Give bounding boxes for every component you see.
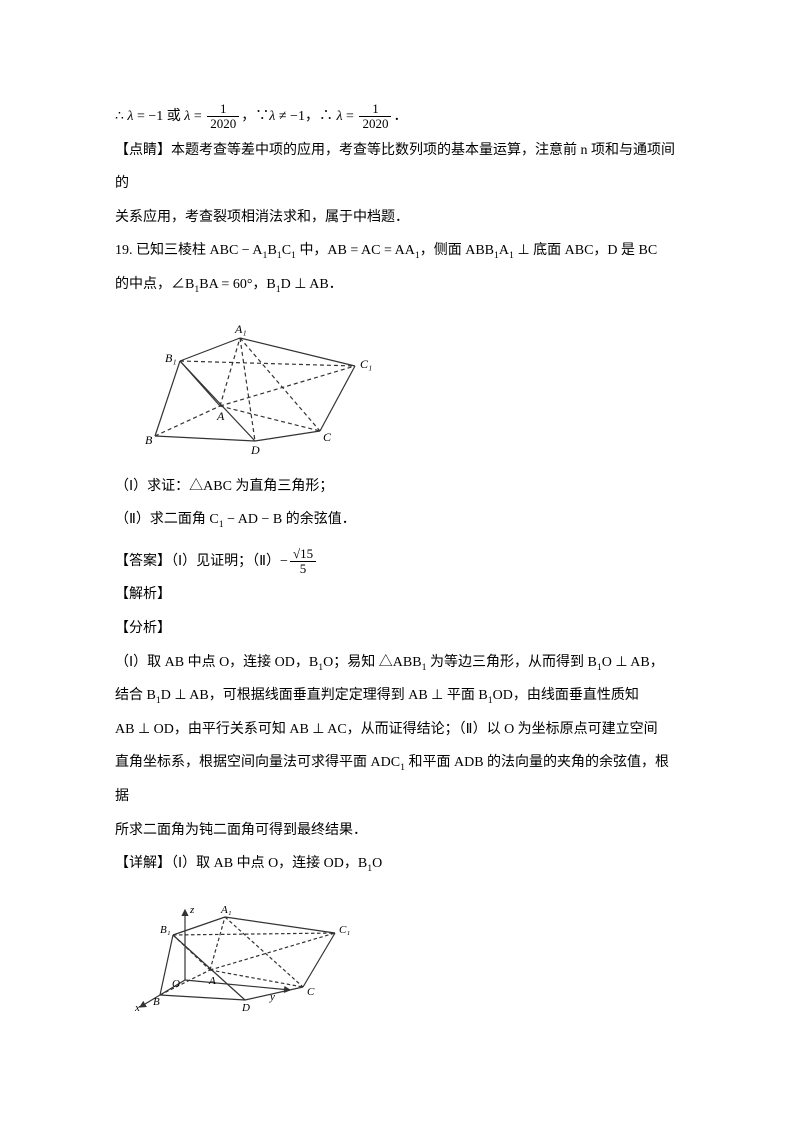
frac2-num: 1 [359,102,391,117]
ana4-a: 直角坐标系，根据空间向量法可求得平面 ADC [115,755,400,770]
figure-prism-1: A₁ B₁ C₁ A B D C [125,316,679,456]
figure-prism-2: z A₁ B₁ C₁ O A B x D y C [125,895,679,1015]
eq-prefix: ∴ [115,109,127,124]
fig2-label-z: z [189,904,195,916]
answer-line: 【答案】（Ⅰ）见证明；（Ⅱ）−√155 [115,545,679,579]
question-19-line2: 的中点，∠B1BA = 60°，B1D ⊥ AB． [115,268,679,302]
question-19-line1: 19. 已知三棱柱 ABC − A1B1C1 中，AB = AC = AA1，侧… [115,234,679,268]
q19-c: C [282,243,291,258]
fig1-label-d: D [250,443,260,456]
analysis-line4: 直角坐标系，根据空间向量法可求得平面 ADC1 和平面 ADB 的法向量的夹角的… [115,746,679,813]
q19l2-c: D ⊥ AB． [281,277,343,292]
q19-b: B [267,243,276,258]
ana1-a: （Ⅰ）取 AB 中点 O，连接 OD，B [115,655,318,670]
part-2: （Ⅱ）求二面角 C1 − AD − B 的余弦值． [115,503,679,537]
frac1: 12020 [207,102,239,132]
analysis-heading: 【解析】 [115,578,679,612]
ana1-d: O ⊥ AB， [602,655,664,670]
eq-neg1: = −1 或 [134,109,185,124]
answer-num: √15 [290,547,316,562]
analysis-line1: （Ⅰ）取 AB 中点 O，连接 OD，B1O；易知 △ABB1 为等边三角形，从… [115,646,679,680]
ana1-b: O；易知 △ABB [323,655,421,670]
ana2-b: D ⊥ AB，可根据线面垂直判定定理得到 AB ⊥ 平面 B [161,688,488,703]
fig1-label-c: C [323,430,332,444]
fig2-label-c1: C₁ [339,924,350,936]
fig2-label-b1: B₁ [160,924,171,936]
answer-neg: − [280,554,288,569]
answer-den: 5 [290,562,316,576]
part2-a: （Ⅱ）求二面角 C [115,512,219,527]
fig2-label-y: y [269,991,275,1003]
analysis-line3: AB ⊥ OD，由平行关系可知 AB ⊥ AC，从而证得结论；（Ⅱ）以 O 为坐… [115,713,679,747]
detail-a: 【详解】（Ⅰ）取 AB 中点 O，连接 OD，B [115,856,367,871]
ana2-c: OD，由线面垂直性质知 [493,688,639,703]
eq-mid: ，∵ [241,109,269,124]
part-1: （Ⅰ）求证：△ABC 为直角三角形； [115,470,679,504]
comment-line2: 关系应用，考查裂项相消法求和，属于中档题． [115,201,679,235]
eq-period: ． [393,109,407,124]
fig1-label-a1: A₁ [234,322,247,336]
analysis-line5: 所求二面角为钝二面角可得到最终结果． [115,814,679,848]
q19-g: ⊥ 底面 ABC，D 是 BC [514,243,657,258]
fig2-label-a1: A₁ [220,904,232,916]
frac1-den: 2020 [207,117,239,131]
fig2-label-x: x [134,1002,140,1014]
frac2: 12020 [359,102,391,132]
equation-lambda: ∴ λ = −1 或 λ = 12020，∵λ ≠ −1，∴ λ = 12020… [115,100,679,134]
comment-line1: 【点睛】本题考查等差中项的应用，考查等比数列项的基本量运算，注意前 n 项和与通… [115,134,679,201]
answer-a: 【答案】（Ⅰ）见证明；（Ⅱ） [115,554,280,569]
fig1-label-a: A [216,409,225,423]
answer-frac: √155 [290,547,316,577]
q19-f: A [499,243,509,258]
analysis-line2: 结合 B1D ⊥ AB，可根据线面垂直判定定理得到 AB ⊥ 平面 B1OD，由… [115,679,679,713]
fig2-label-d: D [241,1002,250,1014]
frac1-num: 1 [207,102,239,117]
part2-b: − AD − B 的余弦值． [224,512,356,527]
eq-eq2: = [343,109,358,124]
detail-b: O [372,856,382,871]
eq-eq: = [190,109,205,124]
fig2-label-a: A [208,975,216,987]
fig1-label-b: B [145,433,153,447]
eq-neq: ≠ −1，∴ [275,109,336,124]
fig1-label-c1: C₁ [360,357,372,371]
detail-line: 【详解】（Ⅰ）取 AB 中点 O，连接 OD，B1O [115,847,679,881]
q19-a: 19. 已知三棱柱 ABC − A [115,243,263,258]
q19l2-b: BA = 60°，B [199,277,276,292]
fig2-label-b: B [153,996,160,1008]
ana1-c: 为等边三角形，从而得到 B [426,655,596,670]
fig2-label-o: O [172,978,180,990]
q19l2-a: 的中点，∠B [115,277,194,292]
q19-d: 中，AB = AC = AA [296,243,415,258]
fig1-label-b1: B₁ [165,351,177,365]
ana2-a: 结合 B [115,688,156,703]
q19-e: ，侧面 ABB [420,243,494,258]
analyze-heading: 【分析】 [115,612,679,646]
frac2-den: 2020 [359,117,391,131]
fig2-label-c: C [307,986,315,998]
